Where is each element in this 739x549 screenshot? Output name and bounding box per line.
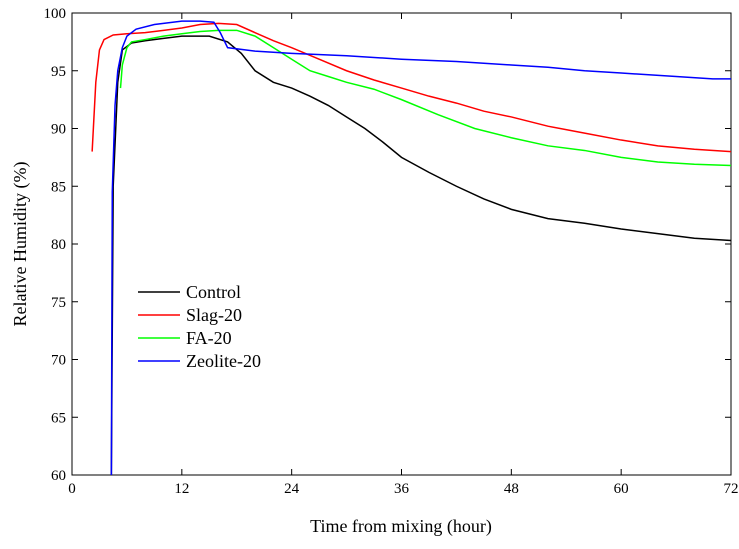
x-tick-label: 36 [394, 481, 410, 497]
y-tick-label: 65 [51, 410, 66, 426]
data-line [119, 29, 732, 167]
x-tick-label: 72 [724, 481, 739, 497]
y-tick-label: 60 [51, 468, 66, 484]
x-axis-title: Time from mixing (hour) [310, 516, 492, 537]
x-tick-label: 0 [68, 481, 76, 497]
x-tick-label: 60 [614, 481, 629, 497]
y-tick-label: 75 [51, 295, 66, 311]
x-tick-label: 12 [174, 481, 189, 497]
legend-text: Control [186, 282, 241, 302]
y-tick-label: 85 [51, 179, 66, 195]
plot-frame [71, 12, 732, 476]
y-tick-label: 70 [51, 353, 66, 369]
data-line [110, 20, 731, 476]
y-tick-label: 95 [51, 64, 66, 80]
legend-text: Slag-20 [186, 305, 242, 325]
legend-text: FA-20 [186, 328, 232, 348]
y-tick-label: 80 [51, 237, 66, 253]
y-axis-title: Relative Humidity (%) [10, 162, 31, 327]
y-tick-label: 100 [44, 6, 67, 22]
legend-text: Zeolite-20 [186, 351, 261, 371]
y-tick-label: 90 [51, 122, 66, 138]
x-tick-label: 24 [284, 481, 300, 497]
data-line [110, 35, 732, 476]
x-tick-label: 48 [504, 481, 519, 497]
data-line [91, 22, 732, 153]
